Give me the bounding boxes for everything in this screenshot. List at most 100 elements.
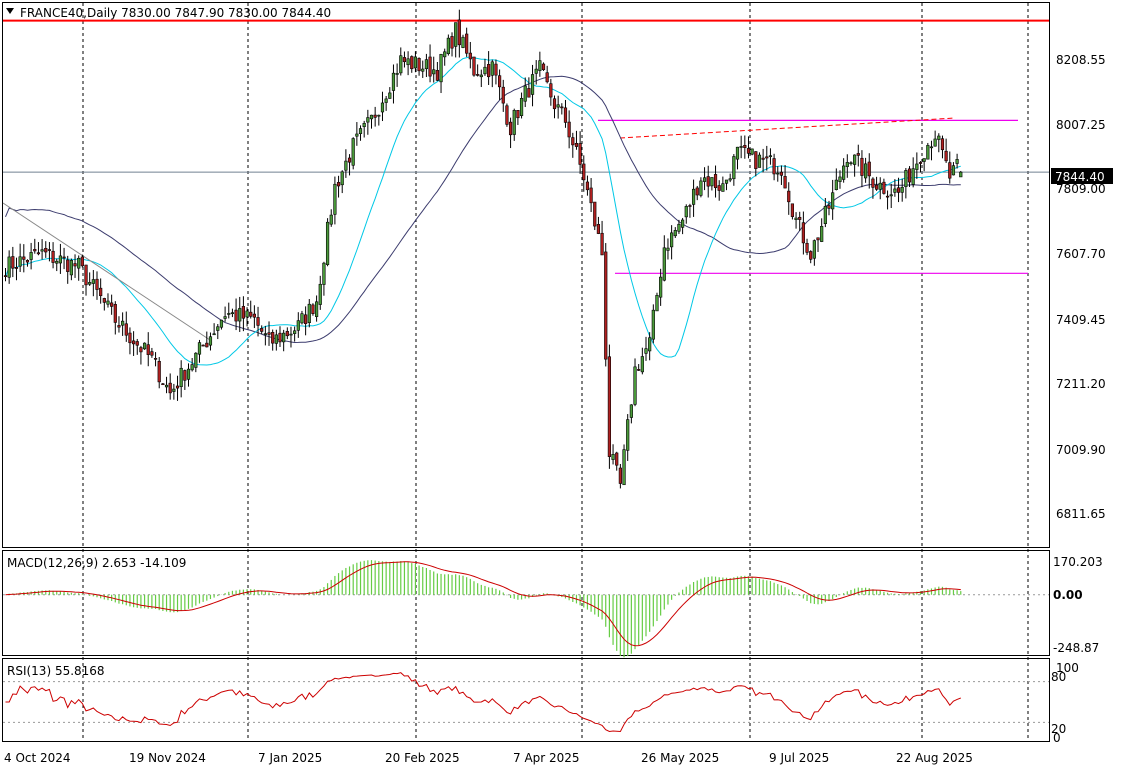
- candle-body: [750, 148, 754, 155]
- candle: [637, 364, 641, 371]
- candle: [80, 254, 84, 268]
- candle: [600, 220, 604, 256]
- candle-body: [373, 114, 377, 118]
- candle-body: [135, 341, 139, 346]
- candle: [417, 57, 421, 76]
- candles: [3, 9, 963, 489]
- candle-body: [508, 121, 513, 136]
- candle: [944, 138, 948, 163]
- candle-body: [153, 358, 158, 360]
- candle-body: [706, 176, 710, 187]
- candle-body: [959, 171, 963, 178]
- candle: [695, 185, 699, 201]
- candle: [18, 243, 22, 273]
- candle: [688, 203, 692, 218]
- candle-body: [450, 36, 454, 49]
- candle: [790, 203, 794, 220]
- candle-body: [358, 128, 363, 134]
- candle: [552, 95, 557, 119]
- candle: [322, 261, 326, 296]
- trend-line: [2, 202, 211, 341]
- price-tick: 7211.20: [1056, 377, 1106, 391]
- candle: [629, 404, 633, 424]
- candle: [377, 114, 381, 126]
- rsi-line: [5, 672, 961, 733]
- candle-body: [907, 168, 912, 183]
- rsi-tick: 0: [1053, 731, 1061, 745]
- candle: [358, 125, 363, 141]
- candle-body: [874, 184, 879, 190]
- candle: [58, 243, 62, 274]
- candle: [702, 167, 707, 191]
- candle: [465, 27, 469, 57]
- candle-body: [940, 138, 945, 151]
- candle: [362, 120, 366, 138]
- candle: [659, 268, 663, 306]
- candle: [164, 376, 169, 394]
- candle: [256, 306, 260, 337]
- candle: [99, 278, 103, 304]
- candle: [351, 137, 355, 170]
- candle: [132, 331, 136, 356]
- candle-body: [124, 323, 128, 336]
- candle-body: [311, 304, 315, 314]
- candle: [959, 170, 963, 178]
- candle: [263, 325, 267, 346]
- candle: [567, 110, 571, 149]
- candle-body: [882, 181, 886, 194]
- ma-fast-line: [5, 56, 961, 366]
- candle-body: [783, 176, 787, 189]
- candle-body: [856, 153, 860, 156]
- candle-body: [637, 369, 641, 371]
- candle-body: [212, 333, 216, 336]
- candle-body: [497, 75, 502, 88]
- candle: [329, 209, 333, 227]
- candle-body: [44, 247, 48, 253]
- rsi-panel[interactable]: [2, 658, 1050, 742]
- candle: [589, 178, 593, 213]
- candle-body: [106, 300, 110, 305]
- candle: [746, 136, 751, 159]
- date-tick: 7 Apr 2025: [513, 751, 580, 765]
- candle-body: [512, 110, 516, 135]
- candle-body: [728, 178, 732, 181]
- candle: [633, 358, 637, 407]
- rsi-tick: 80: [1051, 670, 1066, 684]
- price-panel[interactable]: [2, 2, 1050, 548]
- candle-body: [578, 143, 582, 165]
- candle: [102, 297, 106, 311]
- candle: [468, 41, 472, 69]
- date-axis: 4 Oct 2024 19 Nov 2024 7 Jan 2025 20 Feb…: [4, 751, 973, 765]
- candle-body: [428, 56, 432, 77]
- candle: [33, 238, 37, 254]
- candle-body: [699, 180, 703, 196]
- candle: [684, 204, 688, 224]
- candle-body: [55, 260, 59, 264]
- rsi-plot: [3, 672, 1049, 733]
- candle-body: [622, 449, 626, 486]
- candle-body: [7, 256, 11, 278]
- candle: [139, 345, 143, 365]
- candle: [344, 149, 348, 178]
- candle: [519, 92, 524, 119]
- candle-body: [175, 385, 180, 389]
- candle-body: [11, 256, 15, 269]
- candle-body: [102, 298, 106, 303]
- rsi-header: RSI(13) 55.8168: [7, 664, 105, 678]
- menu-triangle-icon[interactable]: [6, 8, 14, 14]
- candle: [904, 168, 908, 199]
- candle: [849, 161, 853, 166]
- candle: [893, 179, 897, 197]
- candle: [863, 157, 868, 183]
- candle: [776, 166, 780, 182]
- candle: [933, 130, 937, 147]
- candle: [754, 151, 758, 177]
- candle-body: [465, 33, 469, 54]
- candle: [596, 216, 601, 235]
- candle-body: [186, 368, 191, 380]
- candle: [7, 250, 11, 284]
- candle: [47, 242, 52, 262]
- candle-body: [84, 264, 88, 286]
- candle: [29, 242, 33, 270]
